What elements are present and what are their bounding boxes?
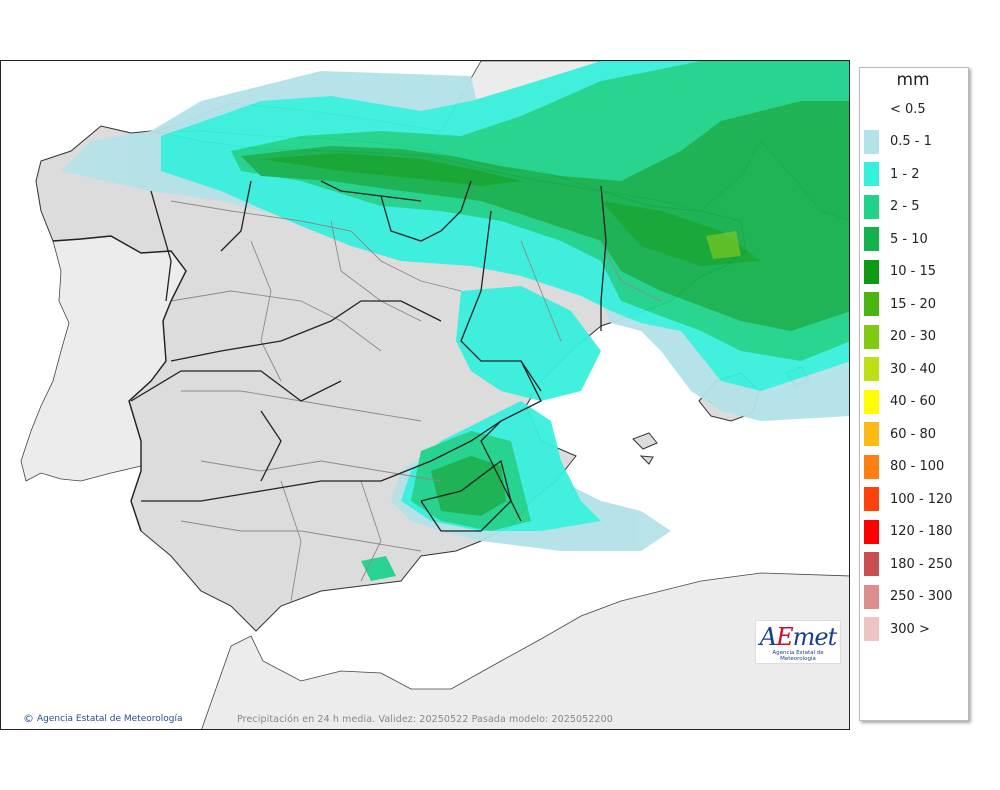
agency-credit: © Agencia Estatal de Meteorología bbox=[23, 712, 183, 725]
legend-item: 1 - 2 bbox=[864, 162, 920, 186]
legend-item: 10 - 15 bbox=[864, 259, 937, 284]
legend-label: < 0.5 bbox=[890, 101, 926, 117]
legend-swatch bbox=[864, 97, 879, 121]
legend-label: 0.5 - 1 bbox=[890, 134, 932, 149]
precipitation-legend: mm < 0.5 0.5 - 1 1 - 2 2 - 5 5 - 10 10 - 15 15… bbox=[859, 67, 969, 721]
legend-swatch bbox=[864, 324, 879, 349]
legend-item: 20 - 30 bbox=[864, 324, 937, 349]
copyright-icon: © bbox=[23, 712, 34, 725]
legend-item: 40 - 60 bbox=[864, 389, 937, 414]
legend-label: 250 - 300 bbox=[890, 589, 953, 604]
legend-swatch bbox=[864, 487, 879, 511]
legend-label: 40 - 60 bbox=[890, 394, 937, 409]
legend-swatch bbox=[864, 162, 879, 186]
formentera-island bbox=[639, 455, 654, 465]
legend-item: 100 - 120 bbox=[864, 487, 953, 511]
legend-label: 60 - 80 bbox=[890, 426, 937, 442]
legend-item: 5 - 10 bbox=[864, 227, 928, 251]
legend-item: 120 - 180 bbox=[864, 519, 953, 544]
legend-label: 5 - 10 bbox=[890, 231, 928, 247]
legend-item: 0.5 - 1 bbox=[864, 129, 932, 154]
aemet-logo: AEmet Agencia Estatal de Meteorología bbox=[755, 620, 841, 664]
legend-label: 120 - 180 bbox=[890, 524, 953, 539]
legend-item: < 0.5 bbox=[864, 97, 926, 121]
legend-swatch bbox=[864, 617, 879, 641]
legend-item: 300 > bbox=[864, 617, 930, 641]
legend-label: 1 - 2 bbox=[890, 166, 920, 182]
legend-label: 80 - 100 bbox=[890, 459, 945, 474]
legend-swatch bbox=[864, 454, 879, 479]
legend-label: 2 - 5 bbox=[890, 199, 920, 214]
legend-label: 15 - 20 bbox=[890, 296, 937, 312]
legend-label: 20 - 30 bbox=[890, 329, 937, 344]
legend-swatch bbox=[864, 259, 879, 284]
map-canvas bbox=[20, 61, 849, 729]
legend-swatch bbox=[864, 227, 879, 251]
legend-item: 250 - 300 bbox=[864, 584, 953, 609]
legend-swatch bbox=[864, 194, 879, 219]
legend-swatch bbox=[864, 552, 879, 576]
legend-swatch bbox=[864, 129, 879, 154]
africa-land bbox=[201, 572, 849, 729]
precipitation-map: © Agencia Estatal de Meteorología Precip… bbox=[0, 60, 850, 730]
legend-swatch bbox=[864, 292, 879, 316]
legend-item: 30 - 40 bbox=[864, 357, 936, 381]
map-caption: Precipitación en 24 h media. Validez: 20… bbox=[237, 714, 613, 725]
legend-swatch bbox=[864, 519, 879, 544]
legend-label: 10 - 15 bbox=[890, 264, 937, 279]
ibiza-island bbox=[632, 432, 658, 450]
legend-label: 30 - 40 bbox=[890, 361, 937, 377]
legend-swatch bbox=[864, 357, 879, 381]
legend-label: 100 - 120 bbox=[890, 491, 953, 507]
agency-credit-text: Agencia Estatal de Meteorología bbox=[37, 713, 183, 724]
legend-swatch bbox=[864, 422, 879, 446]
legend-label: 300 > bbox=[890, 621, 930, 637]
admin-borders bbox=[170, 200, 662, 602]
legend-title: mm bbox=[896, 70, 930, 90]
legend-item: 15 - 20 bbox=[864, 292, 936, 316]
legend-item: 80 - 100 bbox=[864, 454, 945, 479]
legend-item: 180 - 250 bbox=[864, 552, 953, 576]
spain-portugal-border bbox=[52, 235, 187, 532]
legend-label: 180 - 250 bbox=[890, 556, 953, 572]
legend-swatch bbox=[864, 584, 879, 609]
legend-item: 60 - 80 bbox=[864, 422, 936, 446]
legend-item: 2 - 5 bbox=[864, 194, 920, 219]
legend-swatch bbox=[864, 389, 879, 414]
logo-subtitle: Agencia Estatal de Meteorología bbox=[772, 650, 824, 662]
region-borders bbox=[130, 180, 607, 532]
